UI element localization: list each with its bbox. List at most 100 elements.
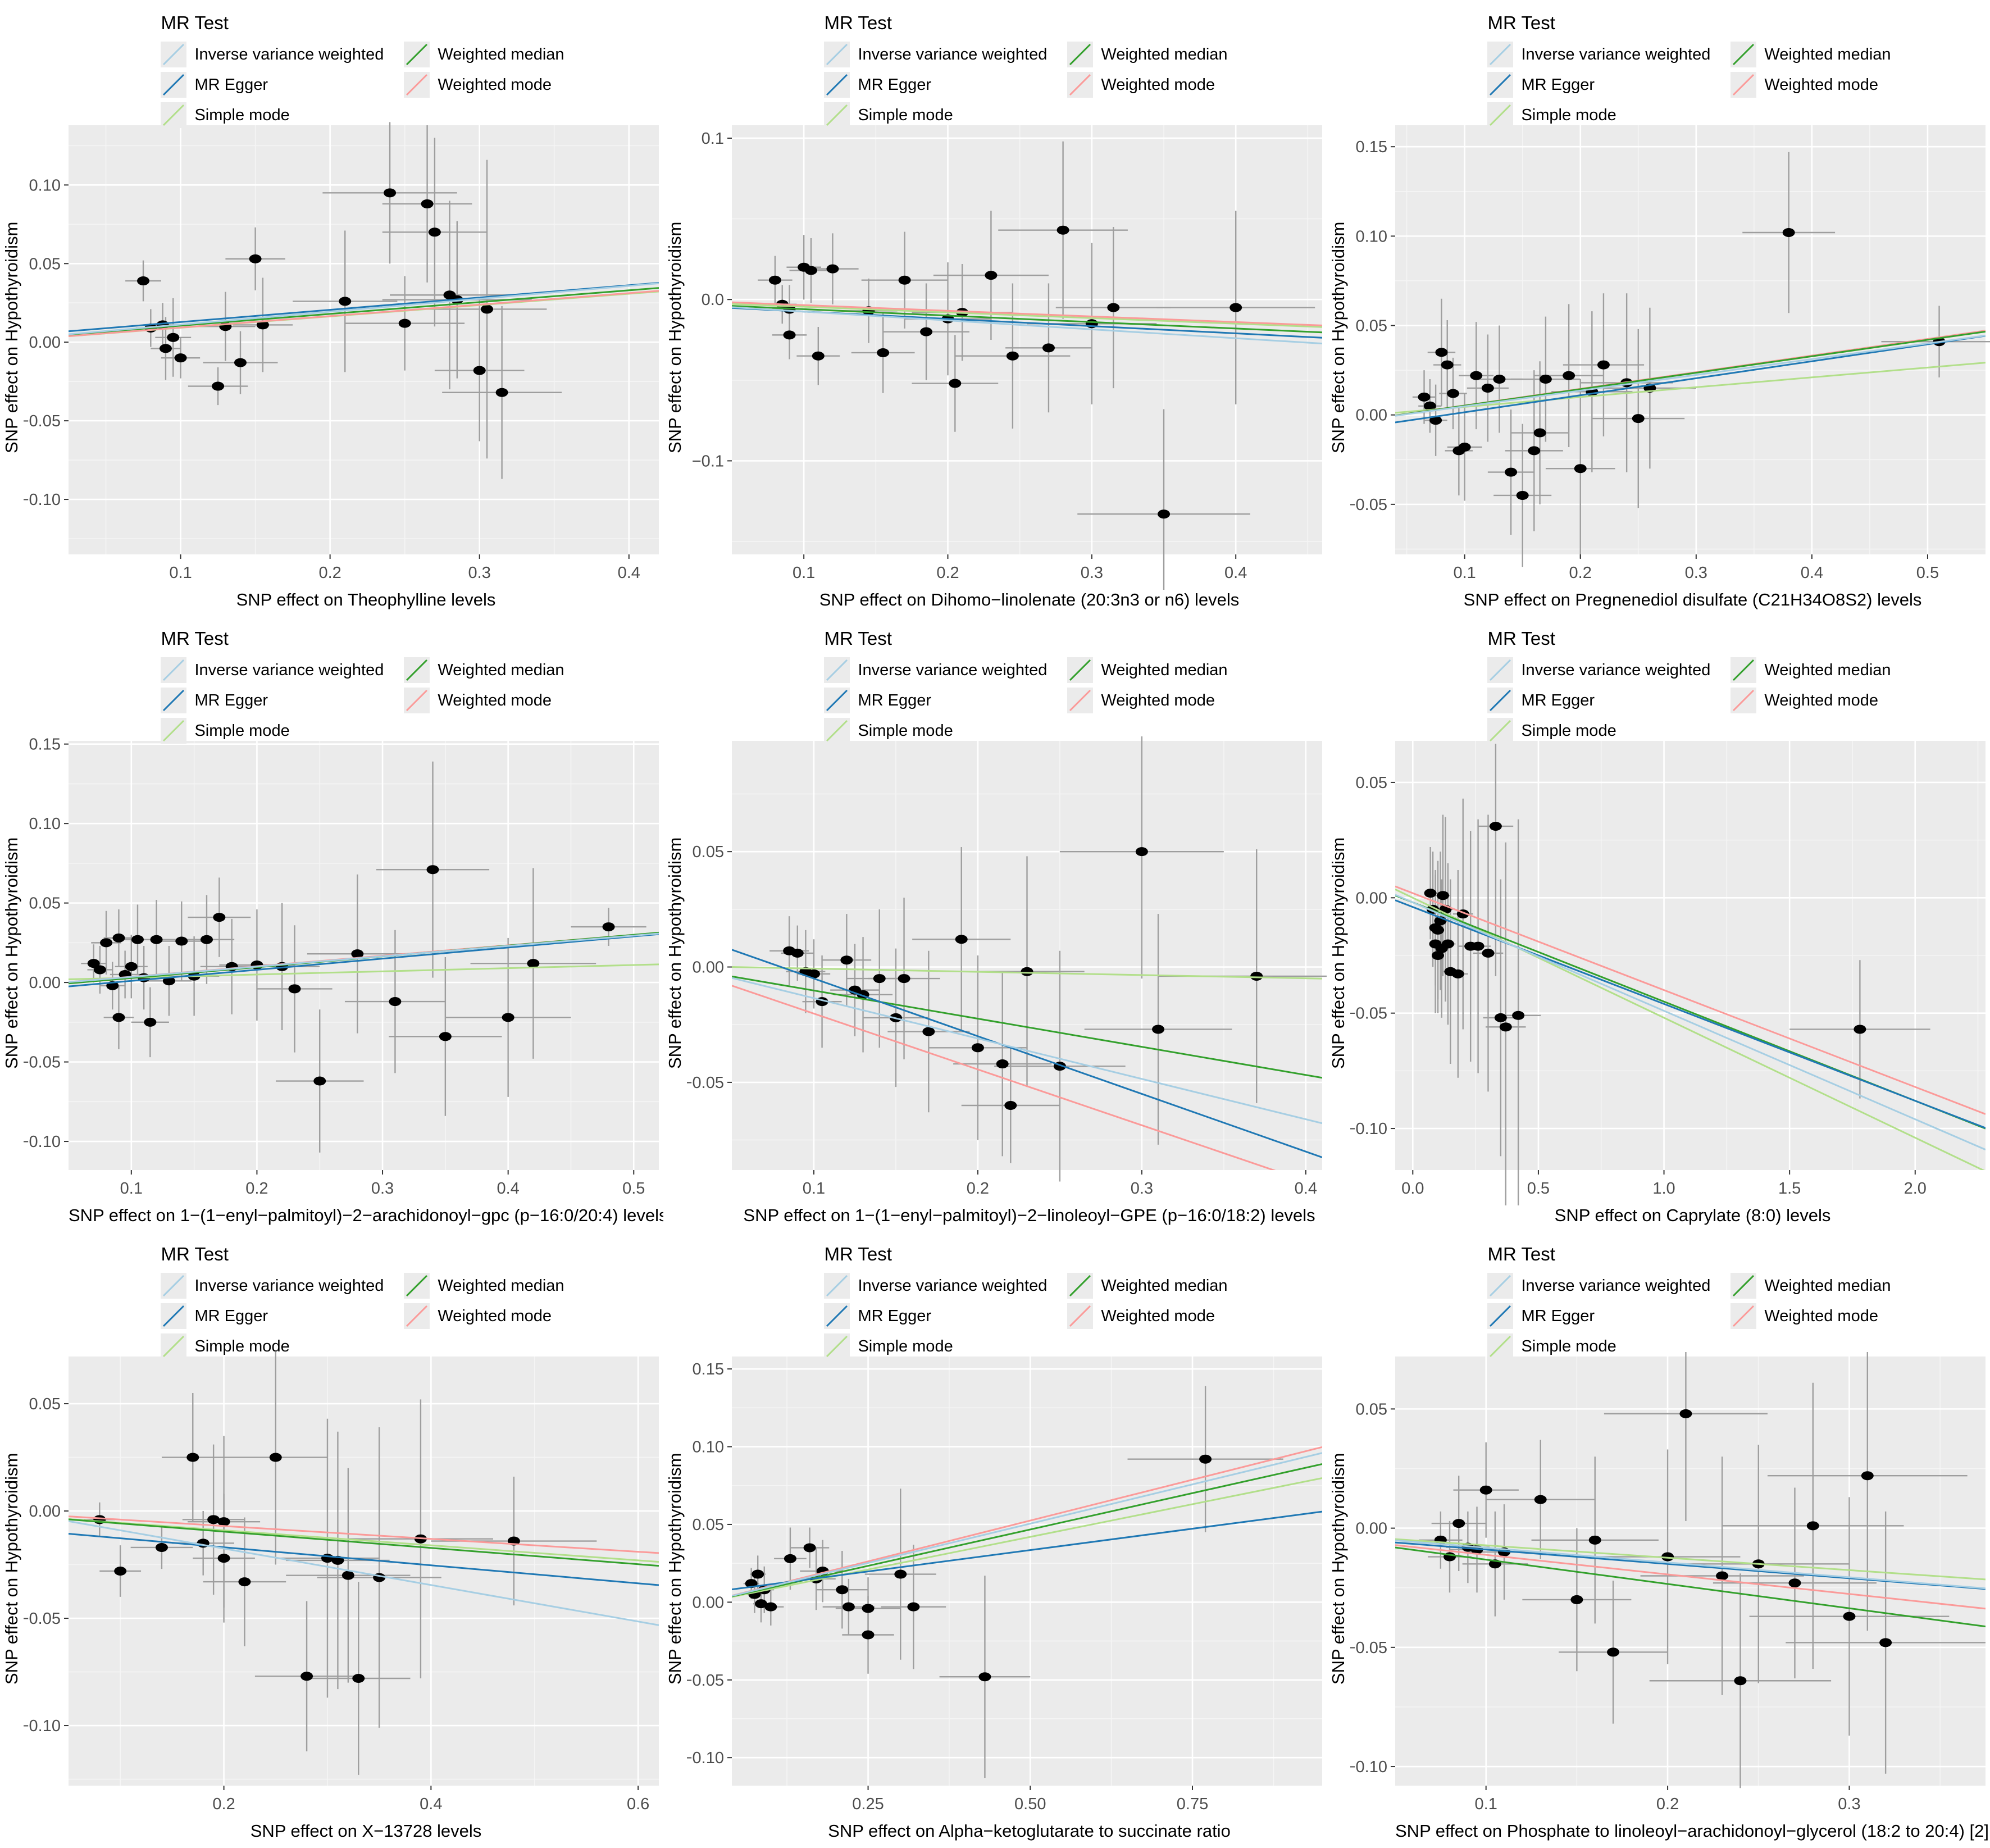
plot-cell-alpha-ketoglutarate: MR Test Inverse variance weighted MR Egger… — [663, 1231, 1327, 1847]
legend-item-label: Weighted mode — [1101, 75, 1215, 94]
svg-text:0.05: 0.05 — [1356, 1400, 1387, 1418]
svg-text:0.3: 0.3 — [1131, 1180, 1153, 1198]
svg-text:0.25: 0.25 — [852, 1795, 884, 1813]
svg-text:−0.10: −0.10 — [24, 1133, 61, 1151]
legend-item: Simple mode — [161, 1333, 384, 1359]
x-axis-title: SNP effect on Pregnenediol disulfate (C2… — [1463, 590, 1922, 609]
legend-title: MR Test — [161, 1244, 229, 1264]
legend-line-key-icon — [1067, 72, 1094, 98]
x-axis-title: SNP effect on Phosphate to linoleoyl−ara… — [1395, 1821, 1990, 1841]
svg-text:0.05: 0.05 — [1356, 774, 1387, 792]
svg-text:0.5: 0.5 — [1527, 1180, 1550, 1198]
y-axis-title: SNP effect on Hypothyroidism — [665, 1453, 685, 1685]
legend-item: Inverse variance weighted — [161, 42, 384, 67]
legend-line-key-icon — [161, 718, 187, 744]
legend-line-key-icon — [1487, 1273, 1514, 1299]
svg-text:0.1: 0.1 — [1453, 564, 1476, 582]
legend: MR Test Inverse variance weighted MR Egger… — [663, 0, 1327, 128]
legend-item-label: Simple mode — [858, 721, 953, 740]
x-axis-title: SNP effect on 1−(1−enyl−palmitoyl)−2−lin… — [743, 1205, 1315, 1225]
svg-text:0.2: 0.2 — [245, 1180, 268, 1198]
svg-text:−0.10: −0.10 — [687, 1749, 724, 1767]
svg-text:0.10: 0.10 — [693, 1439, 724, 1456]
svg-text:0.1: 0.1 — [120, 1180, 143, 1198]
legend-item: Weighted mode — [404, 688, 564, 713]
svg-text:0.0: 0.0 — [702, 291, 724, 309]
svg-text:0.1: 0.1 — [793, 564, 815, 582]
legend-item-label: Weighted mode — [438, 75, 552, 94]
legend-item-label: Weighted median — [438, 45, 564, 63]
y-axis-title: SNP effect on Hypothyroidism — [2, 221, 21, 453]
legend-line-key-icon — [1487, 657, 1514, 683]
legend-item: MR Egger — [1487, 1303, 1710, 1329]
legend-item-label: Weighted mode — [1764, 1307, 1878, 1325]
legend-item-label: Weighted mode — [1101, 1307, 1215, 1325]
legend-item-label: Simple mode — [194, 1337, 290, 1355]
svg-text:−0.10: −0.10 — [24, 1717, 61, 1735]
legend-item: MR Egger — [1487, 72, 1710, 98]
svg-text:0.3: 0.3 — [1685, 564, 1707, 582]
legend-item: MR Egger — [824, 72, 1047, 98]
legend: MR Test Inverse variance weighted MR Egger… — [0, 0, 663, 128]
legend-item: Simple mode — [824, 102, 1047, 128]
legend-line-key-icon — [404, 42, 430, 67]
scatter-panel: 0.1 0.2 0.3 0.4 0.5 −0.10 −0.05 0.00 0.05 0.10 0.1… — [24, 736, 659, 1198]
legend-line-key-icon — [824, 718, 850, 744]
svg-text:−0.10: −0.10 — [1350, 1758, 1387, 1776]
legend-line-key-icon — [824, 1333, 850, 1359]
legend-item-label: Simple mode — [1521, 106, 1616, 124]
svg-text:0.05: 0.05 — [693, 1516, 724, 1534]
plot-cell-pregnenediol-disulfate: MR Test Inverse variance weighted MR Egger… — [1327, 0, 1990, 616]
legend-item-label: Weighted median — [1101, 661, 1228, 679]
plot-area: SNP effect on Hypothyroidism 0.1 0.2 0.3 0.… — [663, 121, 1327, 616]
svg-text:−0.10: −0.10 — [1350, 1120, 1387, 1138]
legend: MR Test Inverse variance weighted MR Egger… — [1327, 0, 1990, 128]
legend-item: Simple mode — [824, 718, 1047, 744]
plot-cell-linoleoyl-gpe: MR Test Inverse variance weighted MR Egger… — [663, 616, 1327, 1231]
legend-item: MR Egger — [161, 72, 384, 98]
x-axis-title: SNP effect on Caprylate (8:0) levels — [1554, 1205, 1831, 1225]
y-axis-title: SNP effect on Hypothyroidism — [1328, 837, 1348, 1069]
legend-item: Inverse variance weighted — [161, 1273, 384, 1299]
legend-item: Inverse variance weighted — [1487, 42, 1710, 67]
y-axis-title: SNP effect on Hypothyroidism — [2, 837, 21, 1069]
svg-text:−0.05: −0.05 — [687, 1672, 724, 1690]
svg-text:0.10: 0.10 — [29, 176, 61, 194]
legend: MR Test Inverse variance weighted MR Egger… — [1327, 616, 1990, 744]
svg-text:0.75: 0.75 — [1177, 1795, 1208, 1813]
plot-area: SNP effect on Hypothyroidism 0.1 0.2 0.3 0.… — [663, 736, 1327, 1231]
legend-item: Weighted median — [1067, 42, 1228, 67]
svg-text:−0.05: −0.05 — [24, 412, 61, 430]
legend-item-label: Inverse variance weighted — [858, 45, 1048, 63]
legend-item-label: MR Egger — [194, 75, 268, 94]
legend-line-key-icon — [161, 688, 187, 713]
svg-text:−0.10: −0.10 — [24, 491, 61, 509]
legend-item: Inverse variance weighted — [824, 657, 1047, 683]
plot-area: SNP effect on Hypothyroidism 0.1 0.2 0.3 0.… — [0, 736, 663, 1231]
legend-item-label: Inverse variance weighted — [858, 1276, 1048, 1295]
svg-text:0.00: 0.00 — [1356, 889, 1387, 907]
legend-item: MR Egger — [1487, 688, 1710, 713]
plot-cell-theophylline: MR Test Inverse variance weighted MR Egger… — [0, 0, 663, 616]
svg-text:0.00: 0.00 — [29, 334, 61, 352]
legend-item: Inverse variance weighted — [824, 42, 1047, 67]
legend-item: MR Egger — [161, 688, 384, 713]
legend-item-label: MR Egger — [194, 1307, 268, 1325]
legend-line-key-icon — [824, 657, 850, 683]
legend-item-label: Weighted median — [1101, 1276, 1228, 1295]
plot-area: SNP effect on Hypothyroidism 0.2 0.4 0.6 −0… — [0, 1352, 663, 1847]
legend-line-key-icon — [1067, 657, 1094, 683]
legend-item: Simple mode — [1487, 718, 1710, 744]
legend-item: MR Egger — [161, 1303, 384, 1329]
legend-item: Inverse variance weighted — [1487, 1273, 1710, 1299]
legend-item: Simple mode — [1487, 1333, 1710, 1359]
svg-text:0.10: 0.10 — [1356, 227, 1387, 245]
legend-line-key-icon — [824, 1273, 850, 1299]
svg-text:0.2: 0.2 — [936, 564, 959, 582]
legend-item-label: Weighted mode — [438, 1307, 552, 1325]
svg-text:0.4: 0.4 — [1224, 564, 1247, 582]
legend: MR Test Inverse variance weighted MR Egger… — [1327, 1231, 1990, 1359]
plot-cell-dihomo-linolenate: MR Test Inverse variance weighted MR Egger… — [663, 0, 1327, 616]
legend-line-key-icon — [1487, 1333, 1514, 1359]
